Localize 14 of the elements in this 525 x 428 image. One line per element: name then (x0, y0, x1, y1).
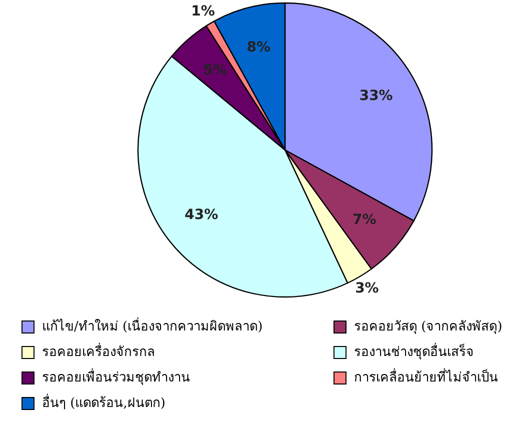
legend-label: รอคอยวัสดุ (จากคลังพัสดุ) (354, 320, 502, 334)
data-label: 33% (359, 88, 393, 104)
data-label: 3% (355, 280, 379, 297)
legend-label: อื่นๆ (แดดร้อน,ฝนตก) (42, 394, 166, 411)
data-label: 5% (203, 62, 227, 79)
data-label: 8% (246, 39, 271, 56)
legend-label: รองานช่างชุดอื่นเสร็จ (354, 342, 474, 360)
legend-label: การเคลื่อนย้ายที่ไม่จำเป็น (354, 368, 498, 386)
data-label: 7% (352, 212, 376, 228)
legend-label: รอคอยเพื่อนร่วมชุดทำงาน (42, 368, 190, 386)
data-label: 1% (191, 3, 215, 20)
legend-label: รอคอยเครื่องจักรกล (42, 343, 155, 360)
data-label: 43% (184, 206, 218, 223)
legend-label: แก้ไข/ทำใหม่ (เนื่องจากความผิดพลาด) (42, 318, 263, 334)
